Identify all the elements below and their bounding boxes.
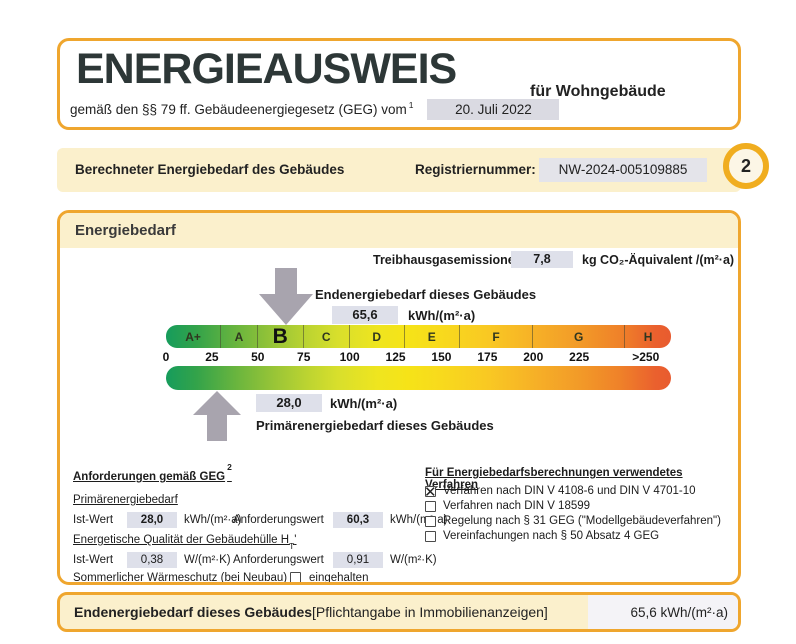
primary-anf-value: 60,3	[333, 512, 383, 528]
primary-ist-value: 28,0	[127, 512, 177, 528]
registration-bar: Berechneter Energiebedarf des Gebäudes R…	[57, 148, 741, 192]
energy-class-segment-d: D	[350, 325, 405, 348]
footnote-marker-1: 1	[408, 99, 414, 110]
method-checkbox-3[interactable]	[425, 531, 436, 542]
tick-label: 150	[431, 350, 452, 364]
tick-label: 100	[339, 350, 360, 364]
primary-demand-heading: Primärenergiebedarf	[73, 494, 178, 506]
end-energy-value: 65,6	[332, 306, 398, 324]
energy-class-letter-highlighted: B	[272, 324, 288, 348]
tick-label: >250	[632, 350, 660, 364]
anforderungswert-label: Anforderungswert	[233, 514, 324, 526]
energy-class-segment-f: F	[460, 325, 534, 348]
ghg-emissions-unit: kg CO₂-Äquivalent /(m²·a)	[582, 253, 735, 267]
geg-date-field: 20. Juli 2022	[427, 99, 560, 120]
envelope-heading-subscript: T	[289, 541, 295, 552]
energy-class-letter: G	[574, 329, 584, 344]
footer-mandatory-note: [Pflichtangabe in Immobilienanzeigen]	[312, 604, 548, 620]
primary-ist-unit: kWh/(m²·a)	[184, 514, 242, 526]
method-option-label-0: Verfahren nach DIN V 4108-6 und DIN V 47…	[443, 485, 696, 497]
envelope-anf-unit: W/(m²·K)	[390, 554, 437, 566]
method-option-label-2: Regelung nach § 31 GEG ("Modellgebäudeve…	[443, 515, 721, 527]
title-box: ENERGIEAUSWEIS für Wohngebäude gemäß den…	[57, 38, 741, 130]
envelope-quality-heading: Energetische Qualität der Gebäudehülle H…	[73, 534, 297, 552]
energy-class-letter: A+	[185, 329, 201, 344]
envelope-ist-unit: W/(m²·K)	[184, 554, 231, 566]
requirements-title-text: Anforderungen gemäß GEG	[73, 470, 226, 483]
envelope-heading-text: Energetische Qualität der Gebäudehülle H	[73, 534, 290, 546]
primary-energy-value: 28,0	[256, 394, 322, 412]
tick-label: 75	[297, 350, 311, 364]
law-reference-line: gemäß den §§ 79 ff. Gebäudeenergiegesetz…	[70, 99, 560, 120]
ist-wert-label: Ist-Wert	[73, 514, 114, 526]
energy-class-letter: E	[427, 329, 436, 344]
energy-class-segment-e: E	[405, 325, 460, 348]
energy-class-segment-c: C	[304, 325, 350, 348]
energy-class-letter: A	[234, 329, 244, 344]
summer-heat-protection-label: Sommerlicher Wärmeschutz (bei Neubau)	[73, 572, 288, 584]
law-text: gemäß den §§ 79 ff. Gebäudeenergiegesetz…	[70, 102, 407, 117]
energy-class-letter: C	[321, 329, 331, 344]
ghg-emissions-label: Treibhausgasemissionen	[373, 253, 523, 267]
energy-class-letter: F	[492, 329, 500, 344]
energy-class-band: A+ A B C D E F G H	[166, 325, 671, 348]
envelope-anf-value: 0,91	[333, 552, 383, 568]
envelope-quality-row: Ist-Wert 0,38 W/(m²·K) Anforderungswert …	[60, 552, 480, 568]
footer-end-energy-value: 65,6 kWh/(m²·a)	[588, 595, 738, 629]
tick-label: 175	[477, 350, 498, 364]
primary-energy-arrow-up-icon	[193, 391, 241, 441]
calculated-demand-label: Berechneter Energiebedarf des Gebäudes	[75, 162, 345, 177]
tick-label: 25	[205, 350, 219, 364]
energy-class-letter: D	[372, 329, 381, 344]
document-title: ENERGIEAUSWEIS	[76, 45, 457, 93]
tick-label: 225	[569, 350, 590, 364]
energy-demand-section: Energiebedarf Treibhausgasemissionen 7,8…	[57, 210, 741, 585]
energy-class-segment-a: A	[221, 325, 258, 348]
envelope-ist-value: 0,38	[127, 552, 177, 568]
method-option-label-3: Vereinfachungen nach § 50 Absatz 4 GEG	[443, 530, 660, 542]
page-number-badge: 2	[723, 143, 769, 189]
energy-class-segment-h: H	[625, 325, 671, 348]
method-checkbox-0[interactable]	[424, 483, 437, 501]
method-title: Für Energiebedarfsberechnungen verwendet…	[425, 467, 683, 491]
scale-tick-row: 0 25 50 75 100 125 150 175 200 225 >250	[162, 350, 671, 365]
primary-energy-unit: kWh/(m²·a)	[330, 396, 398, 411]
primary-demand-row: Ist-Wert 28,0 kWh/(m²·a) Anforderungswer…	[60, 512, 480, 528]
end-energy-label: Endenergiebedarf dieses Gebäudes	[315, 287, 537, 302]
tick-label: 200	[523, 350, 544, 364]
footer-end-energy-label: Endenergiebedarf dieses Gebäudes	[74, 604, 313, 620]
energy-class-letter: H	[643, 329, 653, 344]
tick-label: 50	[251, 350, 265, 364]
ghg-emissions-value: 7,8	[511, 251, 573, 268]
ist-wert-label: Ist-Wert	[73, 554, 114, 566]
tick-label: 0	[162, 350, 170, 364]
primary-energy-label: Primärenergiebedarf dieses Gebäudes	[256, 418, 494, 433]
requirements-title: Anforderungen gemäß GEG2	[73, 462, 232, 483]
end-energy-unit: kWh/(m²·a)	[408, 308, 476, 323]
anforderungswert-label: Anforderungswert	[233, 554, 324, 566]
primary-energy-band	[166, 366, 671, 390]
energy-class-segment-g: G	[533, 325, 626, 348]
energy-class-segment-b: B	[258, 325, 304, 348]
footnote-marker-2: 2	[227, 462, 232, 472]
energy-class-segment-a-plus: A+	[166, 325, 222, 348]
method-checkbox-2[interactable]	[425, 516, 436, 527]
eingehalten-label: eingehalten	[309, 572, 369, 584]
method-option-label-1: Verfahren nach DIN V 18599	[443, 500, 591, 512]
registration-number-field: NW-2024-005109885	[539, 158, 707, 182]
end-energy-arrow-down-icon	[259, 268, 313, 325]
building-type-label: für Wohngebäude	[530, 83, 666, 100]
registration-number-label: Registriernummer:	[415, 162, 536, 177]
section-title: Energiebedarf	[60, 213, 738, 248]
tick-label: 125	[385, 350, 406, 364]
method-checkbox-1[interactable]	[425, 501, 436, 512]
summer-heat-protection-checkbox[interactable]	[290, 572, 301, 582]
primary-anf-unit: kWh/(m²·a)	[390, 514, 448, 526]
footer-summary-bar: Endenergiebedarf dieses Gebäudes [Pflich…	[57, 592, 741, 632]
envelope-heading-prime: '	[294, 534, 297, 546]
